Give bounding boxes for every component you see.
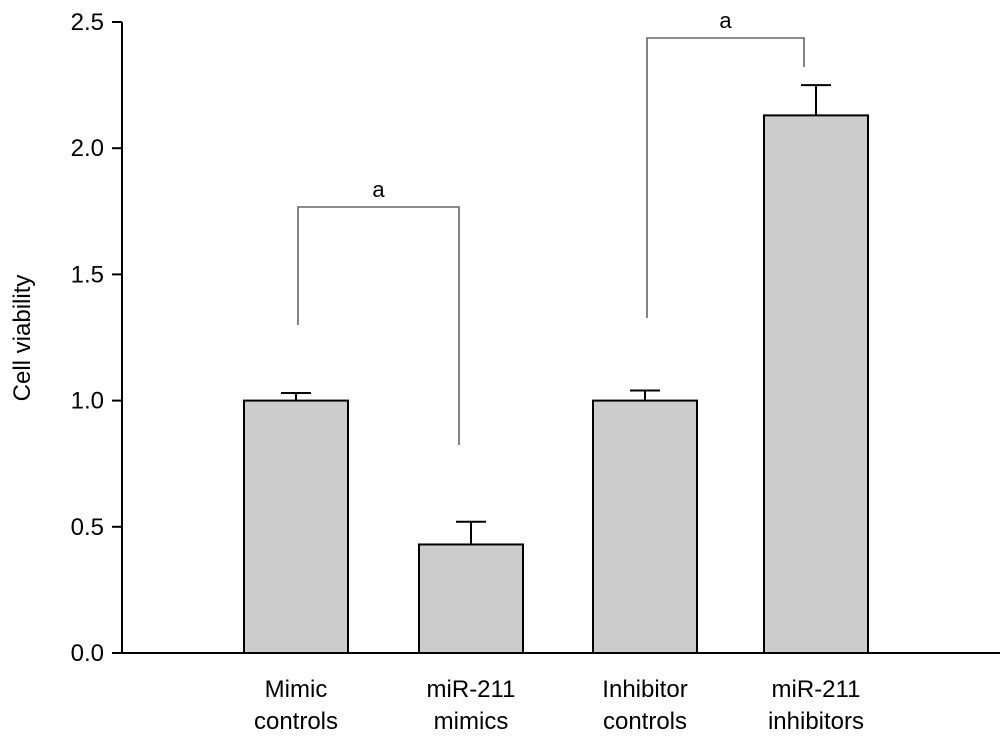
error-bars bbox=[281, 84, 831, 545]
bar bbox=[243, 399, 349, 654]
x-category-label: Inhibitor bbox=[602, 676, 687, 703]
y-tick-label: 0.5 bbox=[71, 514, 104, 541]
bar bbox=[763, 114, 869, 654]
category-labels: Mimic controls miR-211 mimics Inhibitor contr… bbox=[254, 676, 864, 735]
significance-bracket bbox=[646, 37, 805, 318]
significance-label: a bbox=[372, 177, 385, 202]
y-tick-label: 2.5 bbox=[71, 9, 104, 36]
x-category-label: controls bbox=[254, 708, 338, 735]
bars bbox=[243, 114, 869, 655]
significance-brackets: aa bbox=[297, 8, 805, 445]
bar bbox=[592, 399, 698, 654]
significance-label: a bbox=[719, 8, 732, 33]
y-tick-label: 1.0 bbox=[71, 388, 104, 415]
y-tick-label: 0.0 bbox=[71, 640, 104, 667]
y-tick-label: 1.5 bbox=[71, 261, 104, 288]
x-category-label: controls bbox=[603, 708, 687, 735]
x-category-label: Mimic bbox=[265, 676, 328, 703]
y-axis-title: Cell viability bbox=[9, 275, 36, 402]
x-category-label: mimics bbox=[434, 708, 509, 735]
y-tick-label: 2.0 bbox=[71, 135, 104, 162]
x-category-label: miR-211 bbox=[772, 676, 861, 703]
bar bbox=[418, 543, 524, 655]
x-category-label: inhibitors bbox=[768, 708, 864, 735]
x-category-label: miR-211 bbox=[427, 676, 516, 703]
significance-bracket bbox=[297, 206, 460, 445]
